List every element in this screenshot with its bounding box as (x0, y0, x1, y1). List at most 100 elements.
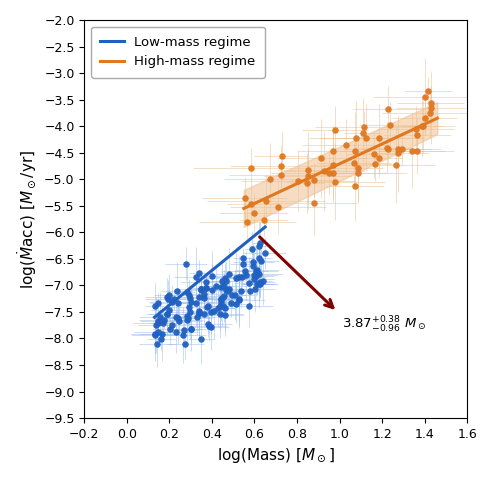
Point (200, 311, 208, 318)
Point (218, 277, 226, 285)
Point (363, 134, 370, 142)
Point (217, 295, 225, 302)
Point (239, 254, 247, 262)
Point (154, 299, 162, 307)
Point (317, 154, 325, 162)
Point (392, 161, 400, 169)
Point (172, 313, 180, 321)
Point (192, 299, 200, 306)
Point (200, 290, 208, 298)
Point (207, 308, 215, 316)
Point (394, 150, 401, 157)
Point (370, 151, 378, 158)
Point (383, 144, 391, 151)
Point (250, 275, 258, 283)
Point (232, 274, 240, 282)
Point (418, 122, 426, 130)
Point (192, 273, 200, 280)
Point (310, 199, 318, 207)
Legend: Low-mass regime, High-mass regime: Low-mass regime, High-mass regime (91, 26, 265, 78)
Point (168, 321, 176, 328)
Point (174, 314, 182, 322)
Point (151, 330, 159, 338)
Point (186, 308, 194, 316)
Point (413, 131, 421, 138)
Text: $3.87^{+0.38}_{-0.96}\ M_\odot$: $3.87^{+0.38}_{-0.96}\ M_\odot$ (341, 314, 426, 335)
Point (351, 147, 359, 155)
Point (256, 280, 264, 288)
Point (183, 312, 190, 319)
Point (249, 209, 257, 217)
Point (359, 129, 367, 136)
Point (262, 197, 270, 204)
Point (325, 169, 333, 177)
Point (209, 286, 216, 294)
Point (384, 105, 392, 113)
Point (252, 267, 260, 275)
Point (398, 145, 405, 153)
Point (252, 272, 260, 280)
Point (224, 287, 232, 295)
Point (261, 249, 269, 257)
Point (164, 296, 172, 303)
Point (183, 316, 190, 324)
Point (255, 280, 263, 288)
Point (277, 171, 285, 179)
Point (158, 330, 166, 338)
Point (256, 278, 264, 286)
Point (185, 303, 193, 311)
Point (351, 182, 359, 190)
Point (253, 280, 261, 288)
Point (172, 328, 180, 336)
Point (424, 87, 432, 95)
Point (222, 277, 230, 285)
Point (354, 164, 362, 172)
Point (374, 155, 382, 162)
Point (294, 177, 302, 185)
Point (183, 288, 191, 296)
Point (251, 285, 259, 293)
Point (247, 165, 255, 172)
Point (217, 295, 225, 302)
Point (154, 328, 162, 336)
Point (232, 291, 240, 299)
Point (427, 104, 434, 111)
Point (156, 313, 164, 321)
Point (174, 299, 182, 307)
Point (342, 142, 350, 149)
Point (277, 162, 285, 170)
Point (225, 270, 233, 278)
Point (151, 302, 159, 310)
Point (184, 314, 191, 322)
Point (250, 271, 258, 279)
Point (244, 218, 251, 226)
Point (309, 176, 317, 184)
Point (278, 152, 286, 160)
Point (227, 300, 235, 307)
Point (384, 145, 392, 153)
Point (195, 269, 203, 276)
Y-axis label: log($\dot{M}$acc) [$M_\odot$/yr]: log($\dot{M}$acc) [$M_\odot$/yr] (15, 150, 38, 288)
Point (159, 320, 167, 327)
Point (241, 194, 248, 202)
Point (186, 294, 194, 302)
Point (222, 286, 230, 294)
Point (241, 267, 248, 275)
Point (304, 172, 311, 180)
Point (200, 294, 208, 302)
Point (371, 160, 379, 168)
Point (217, 299, 225, 306)
Point (154, 317, 162, 325)
Point (240, 260, 247, 268)
Point (197, 286, 205, 294)
Point (303, 179, 311, 187)
Point (257, 257, 265, 264)
Point (165, 291, 173, 299)
Point (255, 254, 263, 262)
Point (202, 284, 210, 292)
Point (195, 293, 203, 301)
Point (426, 109, 433, 117)
Point (242, 272, 249, 279)
Point (413, 147, 421, 155)
Point (195, 309, 203, 316)
